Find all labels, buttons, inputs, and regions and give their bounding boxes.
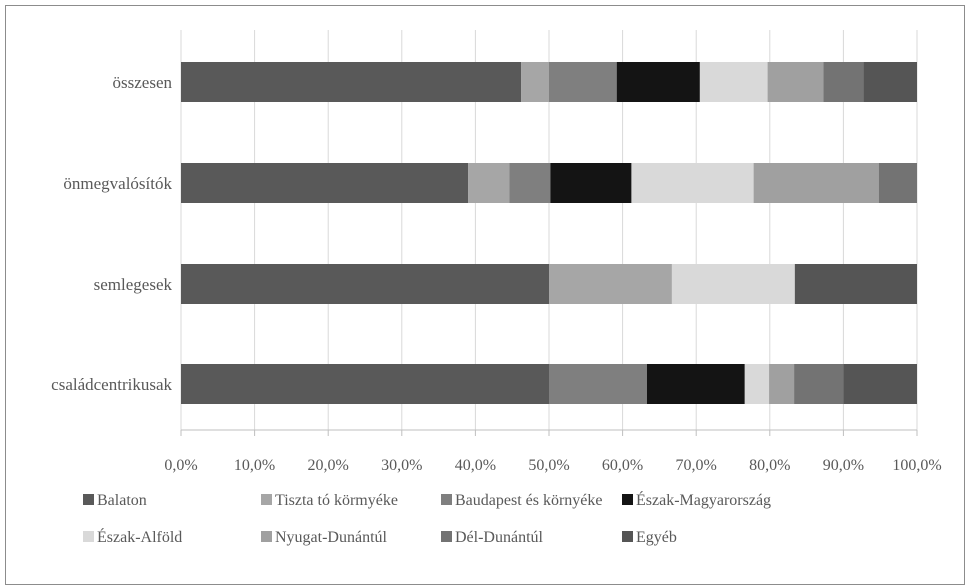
category-label: összesen [113,73,173,92]
legend-swatch [622,494,633,505]
axes: 0,0% 10,0% 20,0% 30,0% 40,0% 50,0% 60,0% 70,0% 8… [51,73,942,474]
legend-swatch [83,494,94,505]
legend-item-label: Észak-Magyarország [636,490,771,509]
x-tick-label: 20,0% [308,457,349,474]
legend-swatch [622,531,633,542]
legend-item-label: Egyéb [636,529,677,546]
x-tick-label: 80,0% [749,457,790,474]
x-tick-label: 100,0% [892,457,941,474]
bar-segment [550,163,632,203]
bar-segment [468,163,510,203]
bar-segment [769,364,795,404]
chart-root: 0,0% 10,0% 20,0% 30,0% 40,0% 50,0% 60,0% 70,0% 8… [5,5,965,585]
stacked-bar-chart: 0,0% 10,0% 20,0% 30,0% 40,0% 50,0% 60,0% 70,0% 8… [51,30,942,546]
bar-segment [521,62,549,102]
bar-segment [878,163,917,203]
bar-segment [823,62,864,102]
bar-segment [794,264,917,304]
bar-segment [616,62,700,102]
bar-segment [753,163,879,203]
bar-segment [181,364,549,404]
bar-segment [549,364,647,404]
bars [181,62,917,404]
bar-segment [549,62,617,102]
legend-swatch [441,494,452,505]
bar-segment [671,264,795,304]
legend-swatch [83,531,94,542]
bar-segment [863,62,917,102]
x-tick-label: 40,0% [455,457,496,474]
x-tick-label: 30,0% [381,457,422,474]
legend-item-label: Baudapest és környéke [455,492,603,509]
x-tick-label: 10,0% [234,457,275,474]
legend-swatch [261,494,272,505]
category-label: családcentrikusak [51,375,172,394]
legend-item-label: Észak-Alföld [97,527,182,546]
bar-segment [549,264,672,304]
bar-segment [794,364,844,404]
bar-segment [767,62,824,102]
category-label: semlegesek [94,275,173,294]
legend-item-label: Balaton [97,492,147,509]
legend-swatch [261,531,272,542]
bar-segment [509,163,551,203]
legend-item-label: Nyugat-Dunántúl [275,529,388,546]
bar-segment [646,364,745,404]
legend-item-label: Tiszta tó körmyéke [275,492,398,509]
bar-segment [699,62,768,102]
bar-segment [744,364,770,404]
legend: Balaton Tiszta tó körmyéke Baudapest és kö… [83,490,771,546]
bar-segment [181,163,469,203]
legend-item-label: Dél-Dunántúl [455,529,544,546]
x-tick-label: 60,0% [602,457,643,474]
legend-swatch [441,531,452,542]
bar-segment [631,163,754,203]
category-label: önmegvalósítók [63,174,172,193]
bar-segment [181,62,522,102]
x-tick-label: 50,0% [528,457,569,474]
bar-segment [843,364,917,404]
x-tick-label: 90,0% [823,457,864,474]
x-tick-label: 0,0% [164,457,197,474]
bar-segment [181,264,549,304]
x-tick-label: 70,0% [676,457,717,474]
